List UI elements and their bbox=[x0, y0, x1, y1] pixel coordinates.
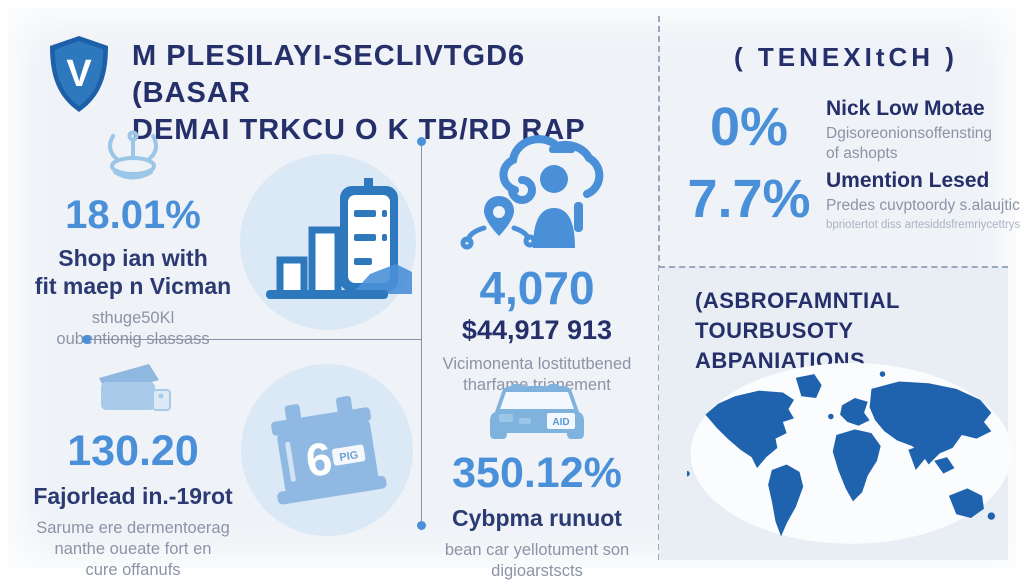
vertical-divider bbox=[421, 141, 422, 525]
chart-building-icon bbox=[240, 154, 416, 330]
stat-fraud-desc-line1: Sarume ere dermentoerag bbox=[36, 519, 230, 537]
stat-cyber-value: 350.12% bbox=[452, 449, 622, 497]
right-stat2-value: 7.7% bbox=[687, 169, 811, 229]
shield-logo-letter: V bbox=[66, 53, 92, 95]
stat-victims-amount: $44,917 913 bbox=[461, 315, 613, 345]
stat-shop-desc-line1: sthuge50Kl bbox=[91, 309, 175, 327]
right-stat-row: 7.7% Umention Lesed Predes cuvptoordy s.… bbox=[664, 168, 1024, 238]
right-stat1-value: 0% bbox=[709, 97, 789, 157]
right-panel-title: ( TENEXItCH ) bbox=[734, 42, 958, 72]
stat-card-shop: 18.01% Shop ian with fit maep n Vicman s… bbox=[26, 128, 240, 350]
stat-victims-desc-line2: tharfame trianement bbox=[463, 376, 611, 394]
right-stat2-text: Umention Lesed Predes cuvptoordy s.alauj… bbox=[826, 168, 1022, 232]
right-stat1-desc-line1: Dgisoreonionsoffensting bbox=[826, 125, 993, 142]
stat-card-victims: 4,070 $44,917 913 Vicimonenta lostitutbe… bbox=[430, 124, 644, 396]
right-stat1-desc: Dgisoreonionsoffensting of ashopts bbox=[826, 124, 1022, 164]
stat-fraud-desc-line3: cure offanufs bbox=[85, 561, 181, 579]
stat-victims-desc-line1: Vicimonenta lostitutbened bbox=[442, 355, 632, 373]
right-stat-row: 0% Nick Low Motae Dgisoreonionsoffenstin… bbox=[664, 96, 1024, 166]
stat-card-fraud: 130.20 Fajorlead in.-19rot Sarume ere de… bbox=[26, 358, 240, 581]
right-stat1-desc-line2: of ashopts bbox=[826, 145, 898, 162]
map-heading-line1: (ASBROFAMNTIAL bbox=[695, 288, 900, 313]
right-stat2-label: Umention Lesed bbox=[826, 169, 990, 192]
stat-shop-value: 18.01% bbox=[65, 193, 201, 237]
page-title-line2: DEMAI TRKCU O K TB/RD RAP bbox=[132, 114, 586, 146]
stat-fraud-value: 130.20 bbox=[67, 427, 199, 475]
world-map bbox=[684, 346, 1019, 570]
stat-fraud-desc: Sarume ere dermentoerag nanthe oueate fo… bbox=[26, 518, 240, 581]
infographic-canvas: V M PLESILAYI-SECLIVTGD6 (BASAR DEMAI TR… bbox=[8, 8, 1020, 580]
stat-victims-desc: Vicimonenta lostitutbened tharfame trian… bbox=[430, 354, 644, 396]
stat-fraud-desc-line2: nanthe oueate fort en bbox=[54, 540, 212, 558]
map-section: (ASBROFAMNTIAL TOURBUSOTY ABPANIATIONS bbox=[659, 266, 1012, 560]
stat-shop-heading-line2: fit maep n Vicman bbox=[34, 273, 232, 299]
stat-cyber-heading: Cybpma runuot bbox=[452, 505, 622, 531]
support-person-icon bbox=[460, 135, 604, 250]
stat-cyber-desc-line1: bean car yellotument son bbox=[444, 541, 630, 559]
shield-logo-icon: V bbox=[46, 34, 112, 114]
right-stat2-desc: Predes cuvptoordy s.alaujtic bbox=[826, 197, 1020, 214]
car-battery-icon: 6 PIG bbox=[241, 364, 413, 536]
stat-victims-value: 4,070 bbox=[479, 262, 595, 314]
crown-icon bbox=[107, 130, 159, 180]
divider-dot bbox=[82, 335, 91, 344]
wallet-icon bbox=[99, 364, 171, 411]
divider-dot bbox=[417, 137, 426, 146]
stat-cyber-desc-line2: digioarstscts bbox=[491, 562, 583, 580]
divider-dot bbox=[417, 521, 426, 530]
horizontal-divider bbox=[86, 339, 422, 340]
stat-card-cyber: AID 350.12% Cybpma runuot bean car yello… bbox=[430, 380, 644, 582]
battery-plate-label: PIG bbox=[339, 449, 360, 464]
right-stat2-desc-tiny: bpriotertot diss artesiddsfremriycettrys bbox=[826, 219, 1021, 231]
stat-fraud-heading: Fajorlead in.-19rot bbox=[33, 483, 233, 509]
map-heading-line2: TOURBUSOTY ABPANIATIONS bbox=[695, 318, 866, 373]
page-title: M PLESILAYI-SECLIVTGD6 (BASAR DEMAI TRKC… bbox=[132, 38, 652, 149]
right-stat1-text: Nick Low Motae Dgisoreonionsoffensting o… bbox=[826, 96, 1022, 164]
page-title-line1: M PLESILAYI-SECLIVTGD6 (BASAR bbox=[132, 40, 526, 109]
map-section-heading: (ASBROFAMNTIAL TOURBUSOTY ABPANIATIONS bbox=[695, 286, 1005, 376]
right-stat1-label: Nick Low Motae bbox=[826, 97, 985, 120]
stat-shop-heading: Shop ian with fit maep n Vicman bbox=[26, 244, 240, 300]
car-plate-label: AID bbox=[552, 417, 569, 428]
car-icon: AID bbox=[490, 384, 584, 439]
stat-shop-desc: sthuge50Kl oubentionig slassass bbox=[26, 308, 240, 350]
stat-shop-heading-line1: Shop ian with bbox=[58, 245, 208, 271]
